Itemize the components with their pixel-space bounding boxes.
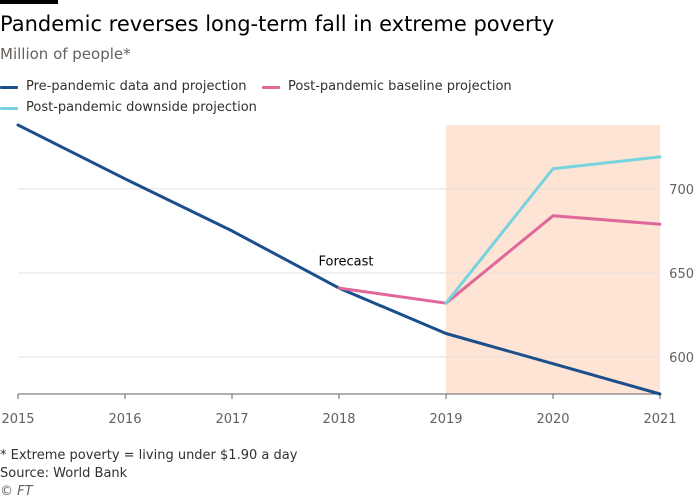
- x-tick-label-2021: 2021: [643, 412, 676, 427]
- x-tick-label-2018: 2018: [322, 412, 355, 427]
- legend-swatch-baseline: [262, 85, 280, 89]
- series-line-downside: [444, 155, 662, 305]
- legend-label-downside: Post-pandemic downside projection: [26, 100, 257, 115]
- x-tick-label-2019: 2019: [429, 412, 462, 427]
- y-tick-label-700: 700: [669, 183, 694, 198]
- x-tick-label-2015: 2015: [1, 412, 34, 427]
- legend-label-pre-pandemic: Pre-pandemic data and projection: [26, 79, 247, 94]
- x-tick-label-2016: 2016: [108, 412, 141, 427]
- forecast-shaded-region: [446, 125, 660, 394]
- source-note: Source: World Bank: [0, 466, 128, 481]
- x-tick-label-2017: 2017: [215, 412, 248, 427]
- legend-label-baseline: Post-pandemic baseline projection: [288, 79, 512, 94]
- footnote: * Extreme poverty = living under $1.90 a…: [0, 448, 298, 463]
- legend-item-pre-pandemic: Pre-pandemic data and projection: [0, 78, 247, 96]
- x-tick-label-2020: 2020: [536, 412, 569, 427]
- y-tick-label-600: 600: [669, 351, 694, 366]
- header-rule: [0, 0, 58, 4]
- chart-subtitle: Million of people*: [0, 45, 131, 63]
- legend-item-baseline: Post-pandemic baseline projection: [262, 78, 512, 96]
- chart-title: Pandemic reverses long-term fall in extr…: [0, 12, 555, 36]
- annotation-label: Forecast: [318, 255, 373, 270]
- legend-swatch-downside: [0, 106, 18, 110]
- y-tick-label-650: 650: [669, 267, 694, 282]
- series-line-baseline: [337, 214, 662, 305]
- legend-swatch-pre-pandemic: [0, 85, 18, 89]
- legend-item-downside: Post-pandemic downside projection: [0, 99, 257, 117]
- credit: © FT: [0, 484, 33, 499]
